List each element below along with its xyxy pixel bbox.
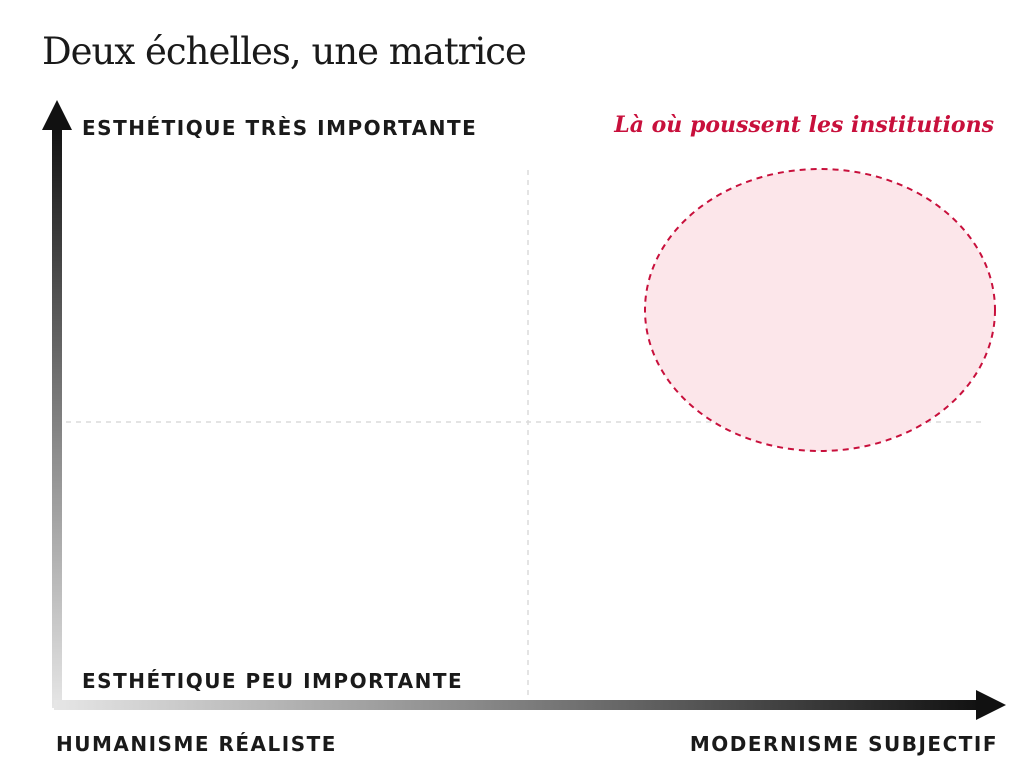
- x-axis-right-label: MODERNISME SUBJECTIF: [689, 732, 998, 756]
- y-axis-line: [52, 124, 62, 708]
- x-axis-arrow-icon: [976, 690, 1006, 720]
- x-axis-line: [54, 700, 982, 710]
- institutions-zone: [644, 168, 996, 452]
- institutions-callout: Là où poussent les institutions: [614, 112, 994, 138]
- page-title: Deux échelles, une matrice: [42, 30, 527, 73]
- y-axis-bottom-label: ESTHÉTIQUE PEU IMPORTANTE: [82, 669, 464, 693]
- y-axis-arrow-icon: [42, 100, 72, 130]
- x-axis-left-label: HUMANISME RÉALISTE: [56, 732, 337, 756]
- y-axis-top-label: ESTHÉTIQUE TRÈS IMPORTANTE: [82, 116, 478, 140]
